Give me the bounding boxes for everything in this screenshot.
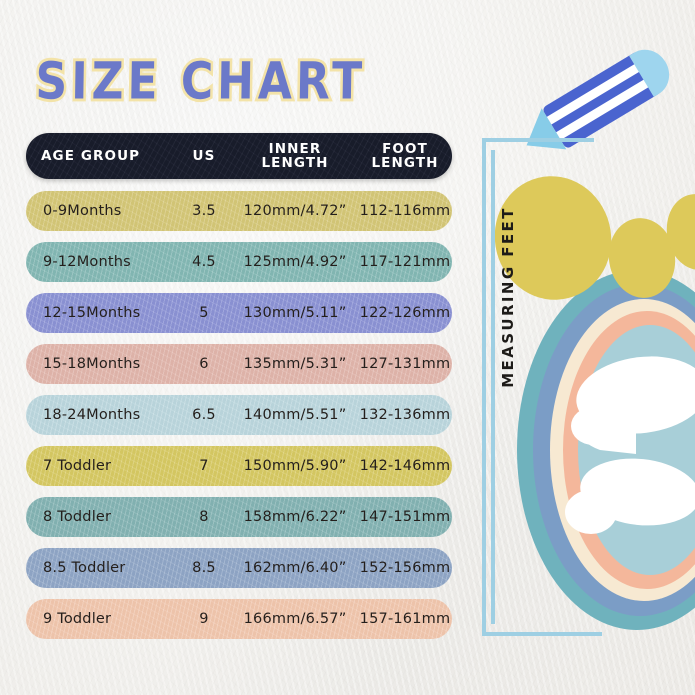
row-foot-length: 142-146mm [359, 458, 451, 474]
row-inner-length: 158mm/6.22” [243, 509, 347, 525]
table-row: 18-24Months 6.5 140mm/5.51” 132-136mm [26, 395, 452, 435]
row-age-group: 9 Toddler [43, 611, 112, 627]
size-chart-table: AGE GROUP US INNER LENGTH FOOT LENGTH 0-… [26, 133, 452, 650]
decorative-dots [494, 176, 695, 300]
row-age-group: 7 Toddler [43, 458, 112, 474]
row-age-group: 12-15Months [43, 305, 141, 321]
table-row: 9 Toddler 9 166mm/6.57” 157-161mm [26, 599, 452, 639]
row-foot-length: 122-126mm [359, 305, 451, 321]
row-foot-length: 127-131mm [359, 356, 451, 372]
row-us-size: 6 [199, 356, 209, 372]
row-us-size: 5 [199, 305, 209, 321]
pencil-icon [526, 49, 670, 150]
table-rows-container: 0-9Months 3.5 120mm/4.72” 112-116mm 9-12Mont… [26, 191, 452, 639]
row-us-size: 9 [199, 611, 209, 627]
row-us-size: 6.5 [192, 407, 216, 423]
table-row: 9-12Months 4.5 125mm/4.92” 117-121mm [26, 242, 452, 282]
row-age-group: 8.5 Toddler [43, 560, 126, 576]
column-header-us: US [192, 147, 216, 164]
row-inner-length: 130mm/5.11” [243, 305, 347, 321]
table-row: 8 Toddler 8 158mm/6.22” 147-151mm [26, 497, 452, 537]
row-us-size: 8.5 [192, 560, 216, 576]
row-foot-length: 132-136mm [359, 407, 451, 423]
row-age-group: 18-24Months [43, 407, 141, 423]
column-header-foot-length: FOOT LENGTH [371, 140, 439, 171]
measuring-bracket [482, 138, 602, 636]
row-inner-length: 166mm/6.57” [243, 611, 347, 627]
row-inner-length: 150mm/5.90” [243, 458, 347, 474]
table-row: 15-18Months 6 135mm/5.31” 127-131mm [26, 344, 452, 384]
row-inner-length: 120mm/4.72” [243, 203, 347, 219]
row-foot-length: 147-151mm [359, 509, 451, 525]
row-foot-length: 117-121mm [359, 254, 451, 270]
page-title: SIZE CHART [32, 49, 369, 114]
row-us-size: 3.5 [192, 203, 216, 219]
row-inner-length: 162mm/6.40” [243, 560, 347, 576]
table-row: 12-15Months 5 130mm/5.11” 122-126mm [26, 293, 452, 333]
row-age-group: 8 Toddler [43, 509, 112, 525]
row-inner-length: 135mm/5.31” [243, 356, 347, 372]
row-age-group: 9-12Months [43, 254, 131, 270]
row-inner-length: 125mm/4.92” [243, 254, 347, 270]
table-header-row: AGE GROUP US INNER LENGTH FOOT LENGTH [26, 133, 452, 179]
measuring-feet-label: MEASURING FEET [499, 206, 517, 388]
row-foot-length: 157-161mm [359, 611, 451, 627]
row-inner-length: 140mm/5.51” [243, 407, 347, 423]
column-header-age-group: AGE GROUP [41, 147, 141, 164]
row-age-group: 0-9Months [43, 203, 122, 219]
measuring-feet-illustration: MEASURING FEET [452, 0, 695, 695]
foot-shape [565, 356, 695, 534]
row-us-size: 4.5 [192, 254, 216, 270]
table-row: 0-9Months 3.5 120mm/4.72” 112-116mm [26, 191, 452, 231]
row-age-group: 15-18Months [43, 356, 141, 372]
table-row: 8.5 Toddler 8.5 162mm/6.40” 152-156mm [26, 548, 452, 588]
row-us-size: 7 [199, 458, 209, 474]
column-header-inner-length: INNER LENGTH [261, 140, 329, 171]
row-foot-length: 152-156mm [359, 560, 451, 576]
row-foot-length: 112-116mm [359, 203, 451, 219]
table-row: 7 Toddler 7 150mm/5.90” 142-146mm [26, 446, 452, 486]
row-us-size: 8 [199, 509, 209, 525]
